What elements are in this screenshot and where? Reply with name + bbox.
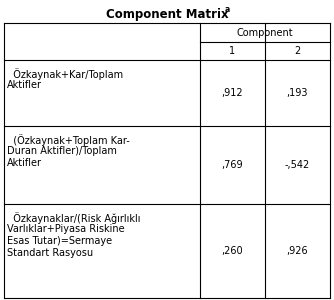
- Text: a: a: [225, 5, 230, 14]
- Text: Özkaynak+Kar/Toplam: Özkaynak+Kar/Toplam: [7, 68, 123, 80]
- Text: Standart Rasyosu: Standart Rasyosu: [7, 248, 93, 258]
- Text: Aktifler: Aktifler: [7, 158, 42, 168]
- Text: ,260: ,260: [222, 246, 243, 256]
- Text: Aktifler: Aktifler: [7, 80, 42, 90]
- Text: (Özkaynak+Toplam Kar-: (Özkaynak+Toplam Kar-: [7, 134, 130, 146]
- Text: Esas Tutar)=Sermaye: Esas Tutar)=Sermaye: [7, 236, 112, 246]
- Text: Component: Component: [237, 28, 293, 38]
- Text: -,542: -,542: [285, 160, 310, 170]
- Text: Varlıklar+Piyasa Riskine: Varlıklar+Piyasa Riskine: [7, 224, 125, 234]
- Text: ,926: ,926: [287, 246, 308, 256]
- Text: ,912: ,912: [222, 88, 243, 98]
- Text: 1: 1: [229, 46, 235, 56]
- Text: 2: 2: [294, 46, 301, 56]
- Text: Özkaynaklar/(Risk Ağırlıklı: Özkaynaklar/(Risk Ağırlıklı: [7, 212, 141, 224]
- Text: Component Matrix: Component Matrix: [106, 8, 228, 21]
- Text: ,769: ,769: [222, 160, 243, 170]
- Text: Duran Aktifler)/Toplam: Duran Aktifler)/Toplam: [7, 146, 117, 156]
- Text: ,193: ,193: [287, 88, 308, 98]
